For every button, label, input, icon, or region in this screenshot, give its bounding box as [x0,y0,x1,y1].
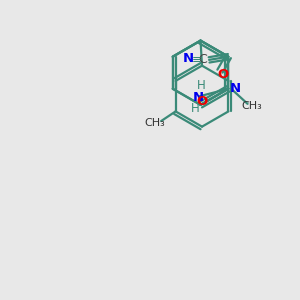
Text: CH₃: CH₃ [241,101,262,111]
Text: N: N [230,82,241,95]
Text: C: C [198,53,207,66]
Text: N: N [193,91,204,104]
Text: O: O [196,95,208,108]
Text: H: H [191,102,200,115]
Text: N: N [183,52,194,65]
Text: H: H [197,79,206,92]
Text: O: O [217,68,229,81]
Text: ≡: ≡ [191,53,201,66]
Text: CH₃: CH₃ [145,118,166,128]
